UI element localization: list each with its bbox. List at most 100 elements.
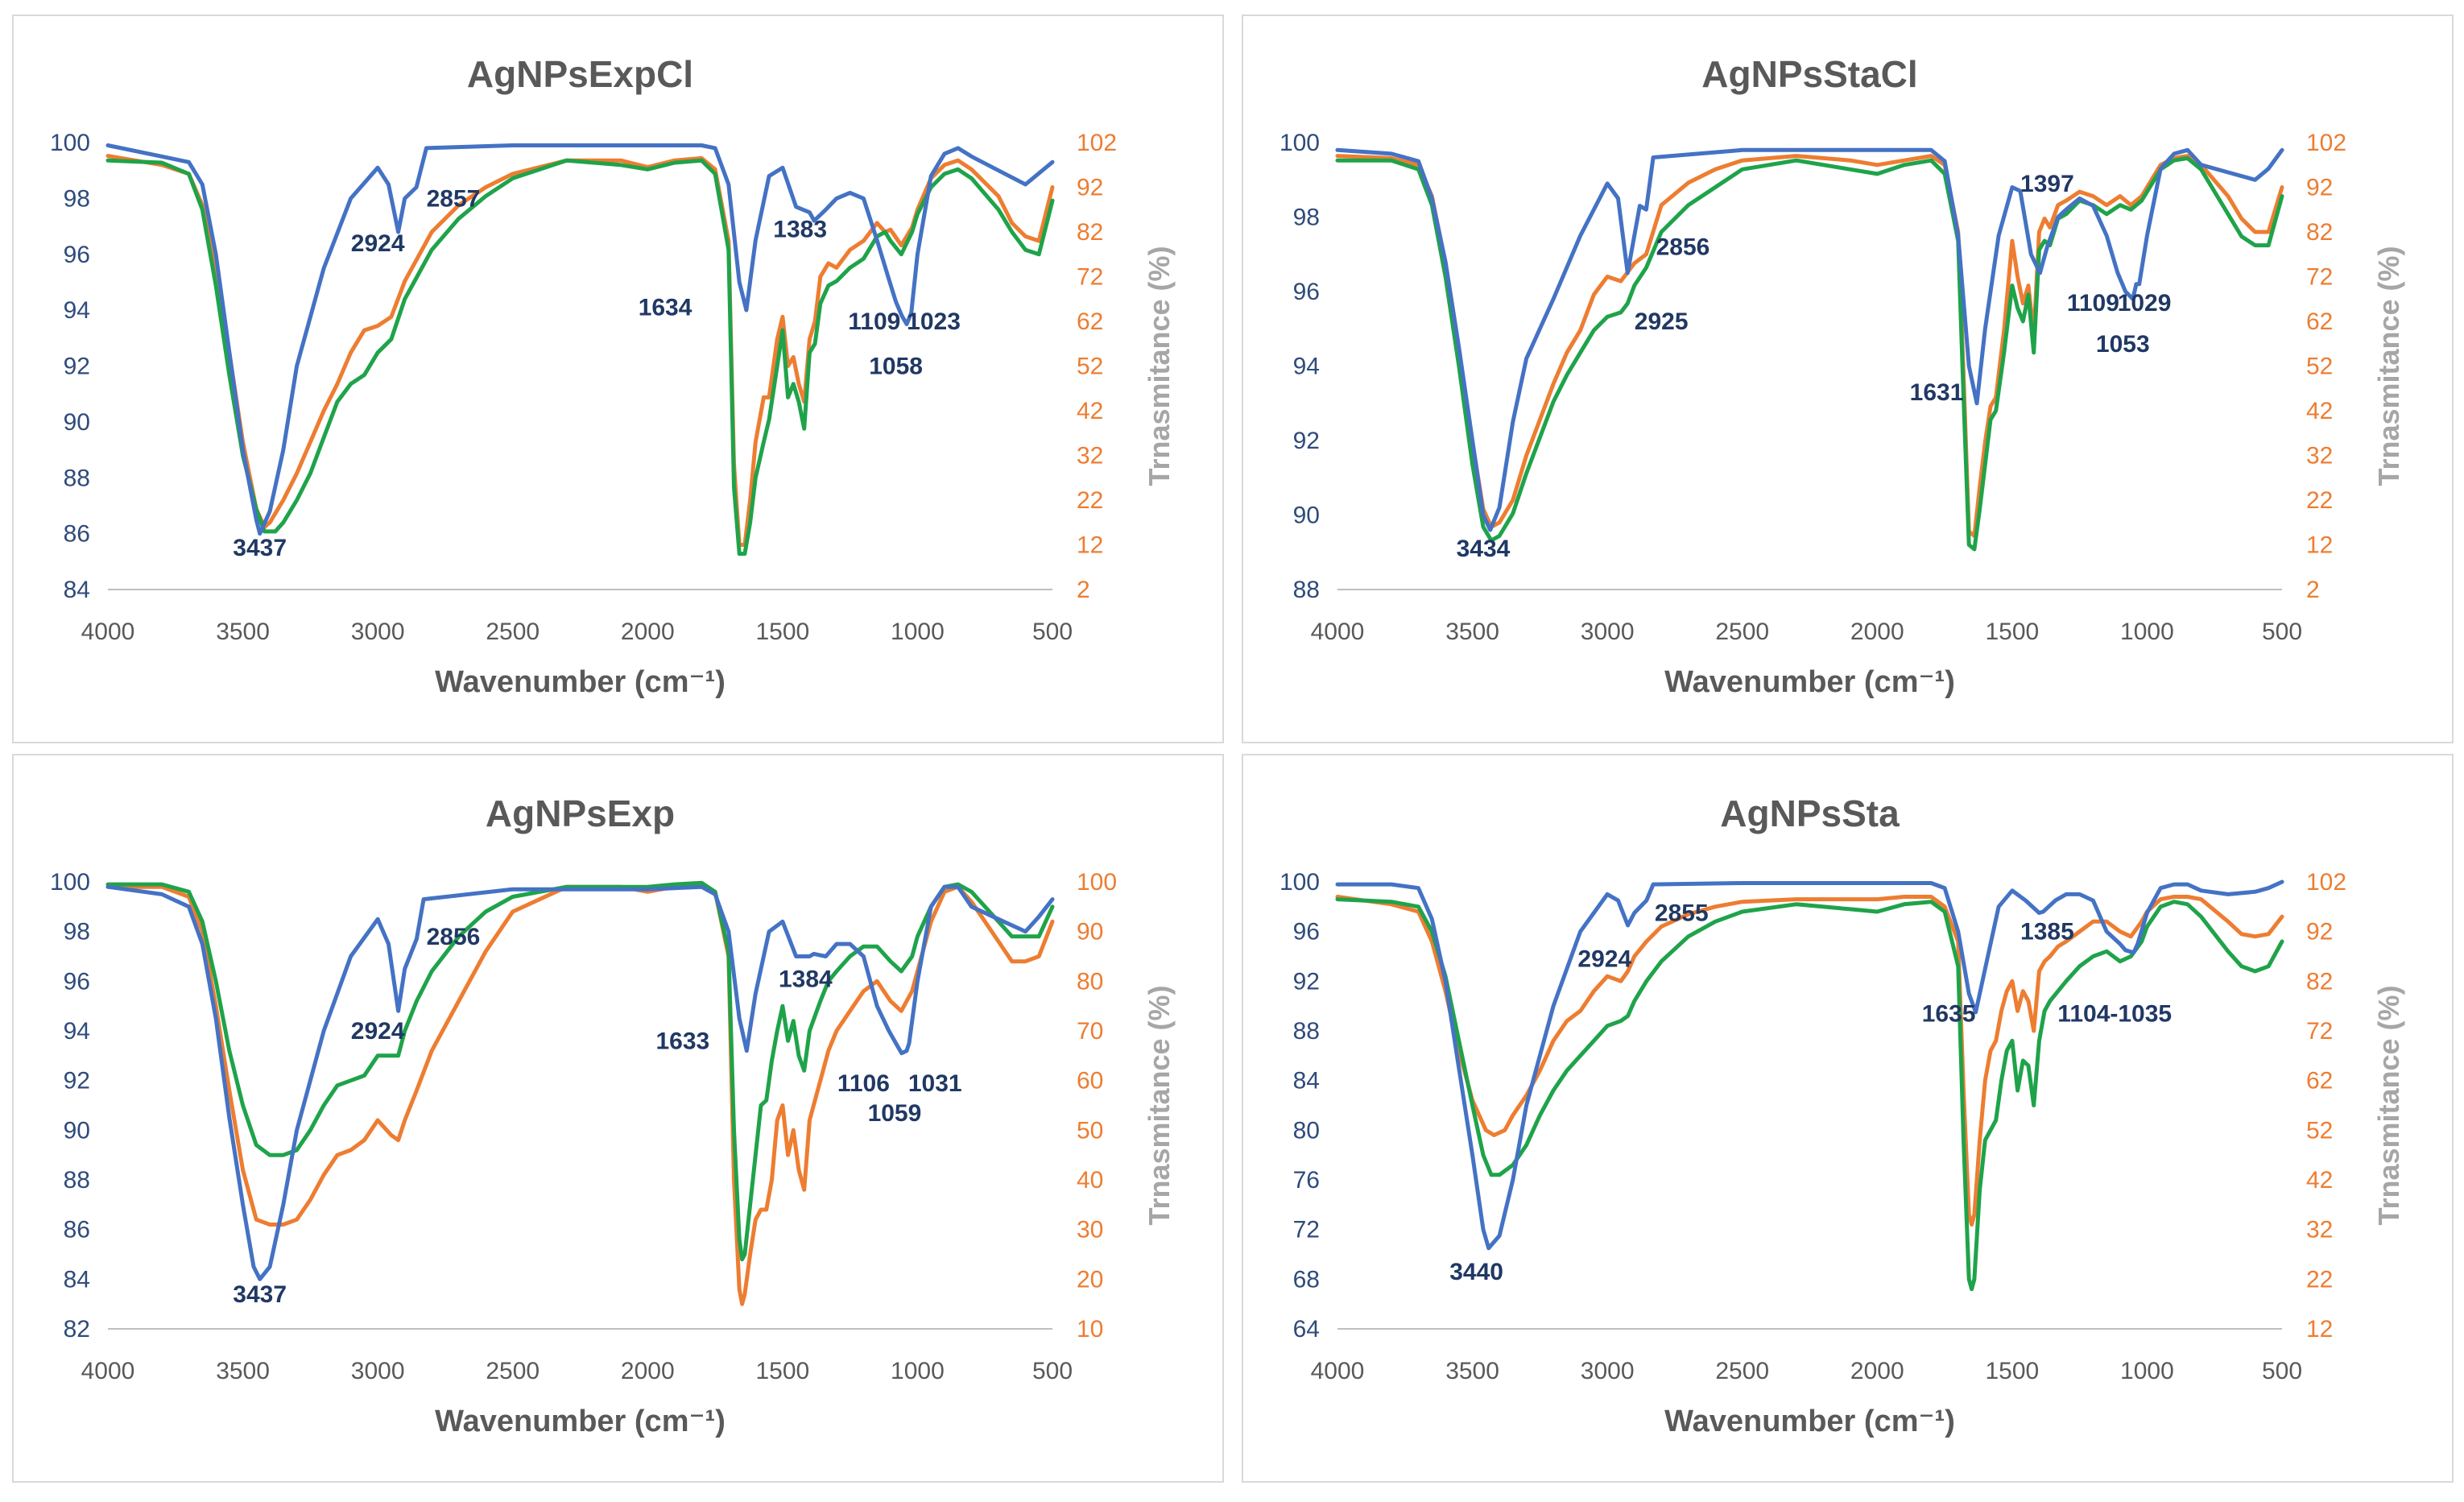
- x-tick-label: 3500: [1445, 1358, 1499, 1384]
- x-tick-label: 1500: [1985, 619, 2039, 645]
- y-right-tick-label: 30: [1077, 1217, 1103, 1243]
- x-tick-label: 3500: [216, 1358, 270, 1384]
- peak-label: 1058: [869, 354, 923, 380]
- peak-label: 1059: [868, 1100, 922, 1127]
- x-tick-label: 2000: [621, 619, 675, 645]
- chart-title: AgNPsExp: [486, 792, 675, 834]
- x-tick-label: 1500: [755, 619, 809, 645]
- y-left-tick-label: 94: [64, 1018, 90, 1045]
- series-line-green: [105, 158, 1055, 557]
- y-left-tick-label: 84: [64, 577, 90, 603]
- x-tick-label: 500: [1032, 619, 1073, 645]
- y-right-tick-label: 10: [1077, 1316, 1103, 1343]
- y-right-axis-title: Trnasmitance (%): [2372, 985, 2405, 1225]
- y-left-tick-label: 76: [1293, 1167, 1320, 1194]
- series-line-blue: [105, 884, 1055, 1281]
- y-right-tick-label: 60: [1077, 1068, 1103, 1094]
- y-left-tick-label: 96: [1293, 919, 1320, 945]
- series-line-blue: [1335, 147, 2284, 532]
- x-axis-title: Wavenumber (cm⁻¹): [1664, 665, 1955, 699]
- peak-label: 2925: [1635, 308, 1689, 335]
- peak-label: 2924: [351, 230, 405, 257]
- y-left-tick-label: 82: [64, 1316, 90, 1343]
- y-left-tick-label: 88: [64, 465, 90, 491]
- y-left-tick-label: 88: [64, 1167, 90, 1194]
- x-tick-label: 1000: [2120, 1358, 2174, 1384]
- chart-title: AgNPsStaCl: [1701, 53, 1917, 95]
- peak-label: 1104-1035: [2057, 1000, 2172, 1027]
- y-left-tick-label: 88: [1293, 577, 1320, 603]
- y-left-tick-label: 72: [1293, 1217, 1320, 1243]
- y-left-tick-label: 92: [64, 354, 90, 380]
- y-right-tick-label: 22: [1077, 487, 1103, 514]
- x-tick-label: 2500: [486, 619, 540, 645]
- y-right-tick-label: 52: [2306, 354, 2333, 380]
- x-tick-label: 2500: [1715, 1358, 1769, 1384]
- y-left-tick-label: 90: [64, 1117, 90, 1144]
- chart-title: AgNPsSta: [1720, 792, 1900, 834]
- y-right-tick-label: 80: [1077, 968, 1103, 995]
- peak-label: 2857: [427, 185, 481, 212]
- y-right-tick-label: 102: [1077, 130, 1117, 156]
- x-tick-label: 4000: [1311, 619, 1365, 645]
- y-right-tick-label: 42: [1077, 398, 1103, 424]
- y-left-tick-label: 92: [64, 1068, 90, 1094]
- y-left-tick-label: 86: [64, 521, 90, 548]
- y-left-tick-label: 100: [1280, 130, 1320, 156]
- x-axis-title: Wavenumber (cm⁻¹): [1664, 1405, 1955, 1438]
- y-right-tick-label: 52: [2306, 1117, 2333, 1144]
- y-right-tick-label: 50: [1077, 1117, 1103, 1144]
- y-right-tick-label: 20: [1077, 1266, 1103, 1293]
- chart-agnpssta: AgNPsSta 4000 3500 3000 2500 2000 1500 1000 500 6…: [1280, 792, 2405, 1438]
- y-right-tick-label: 32: [2306, 443, 2333, 470]
- y-right-tick-label: 32: [1077, 443, 1103, 470]
- series-line-green: [1335, 155, 2284, 552]
- y-left-tick-label: 100: [50, 130, 90, 156]
- x-tick-label: 1500: [1985, 1358, 2039, 1384]
- x-tick-label: 3000: [351, 1358, 405, 1384]
- chart-agnpsstacl: AgNPsStaCl 4000 3500 3000 2500 2000 1500 1000 50…: [1280, 53, 2405, 699]
- series-line-orange: [105, 154, 1055, 547]
- x-tick-label: 1500: [755, 1358, 809, 1384]
- y-left-tick-label: 84: [1293, 1068, 1320, 1094]
- chart-agnpsexpcl: AgNPsExpCl 4000 3500 3000 2500 2000 1500 1000 50…: [50, 53, 1176, 699]
- y-left-tick-label: 86: [64, 1217, 90, 1243]
- y-right-tick-label: 62: [2306, 1068, 2333, 1094]
- series-line-blue: [1335, 879, 2284, 1251]
- peak-label: 2856: [1656, 234, 1710, 261]
- x-axis-title: Wavenumber (cm⁻¹): [435, 665, 726, 699]
- y-right-tick-label: 72: [2306, 264, 2333, 291]
- y-right-tick-label: 82: [2306, 968, 2333, 995]
- y-left-tick-label: 100: [1280, 869, 1320, 896]
- peak-label: 1633: [655, 1028, 709, 1054]
- peak-label: 1631: [1910, 379, 1964, 406]
- peak-label: 1053: [2096, 331, 2150, 358]
- y-right-tick-label: 22: [2306, 1266, 2333, 1293]
- y-left-tick-label: 84: [64, 1266, 90, 1293]
- y-right-tick-label: 92: [2306, 175, 2333, 201]
- x-tick-label: 2000: [1850, 1358, 1904, 1384]
- x-tick-label: 1000: [2120, 619, 2174, 645]
- y-left-tick-label: 68: [1293, 1266, 1320, 1293]
- chart-panel-agnpsstacl: AgNPsStaCl 4000 3500 3000 2500 2000 1500 1000 50…: [1242, 14, 2454, 743]
- y-left-tick-label: 92: [1293, 428, 1320, 454]
- peak-label: 2855: [1655, 900, 1709, 927]
- peak-label: 1023: [907, 308, 961, 335]
- y-right-axis-title: Trnasmitance (%): [1143, 246, 1176, 486]
- y-right-tick-label: 12: [2306, 1316, 2333, 1343]
- peak-label: 1109: [848, 308, 900, 335]
- y-left-tick-label: 80: [1293, 1117, 1320, 1144]
- x-tick-label: 500: [2262, 619, 2302, 645]
- y-right-tick-label: 102: [2306, 130, 2346, 156]
- y-right-tick-label: 82: [1077, 219, 1103, 246]
- y-left-tick-label: 96: [1293, 279, 1320, 305]
- y-left-tick-label: 96: [64, 242, 90, 268]
- y-right-tick-label: 72: [1077, 264, 1103, 291]
- x-tick-label: 1000: [891, 619, 945, 645]
- peak-label: 1106: [837, 1070, 890, 1097]
- x-tick-label: 4000: [81, 619, 135, 645]
- x-tick-label: 2000: [621, 1358, 675, 1384]
- peak-label: 3434: [1457, 536, 1511, 562]
- y-right-tick-label: 12: [2306, 532, 2333, 559]
- x-tick-label: 500: [2262, 1358, 2302, 1384]
